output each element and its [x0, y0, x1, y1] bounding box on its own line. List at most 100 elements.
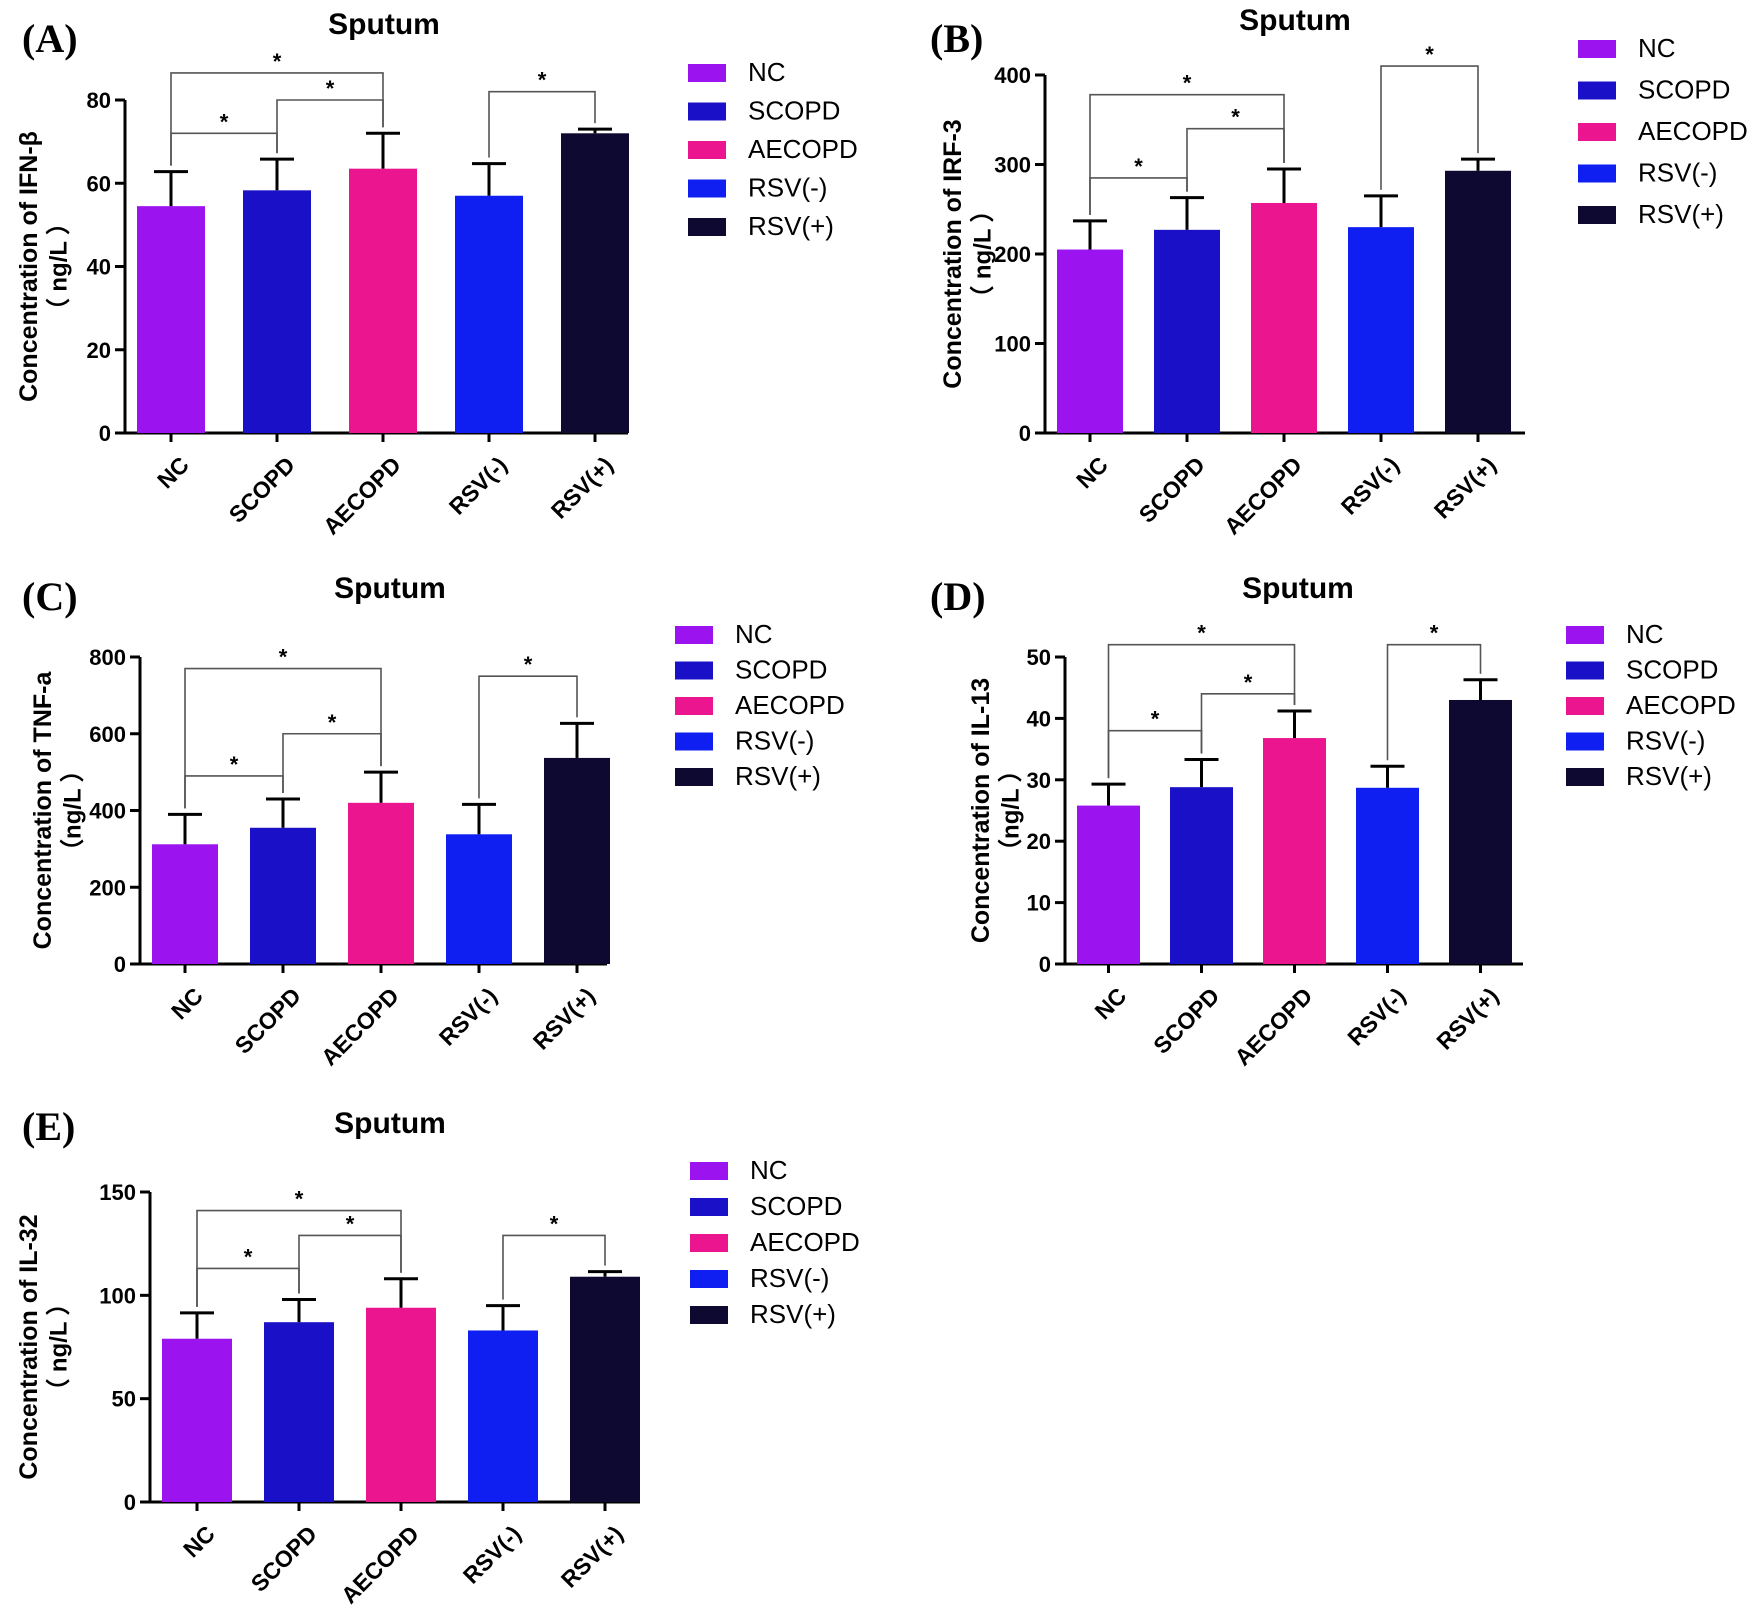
x-category-label: SCOPD — [1134, 452, 1210, 528]
y-axis-label: Concentration of IRF-3 — [939, 119, 967, 388]
x-category-label: NC — [166, 983, 208, 1025]
bar-rsv — [1348, 227, 1414, 433]
legend-label: NC — [748, 57, 786, 87]
legend-label: AECOPD — [748, 134, 858, 164]
bar-rsv — [570, 1276, 640, 1502]
legend-label: RSV(+) — [750, 1299, 836, 1329]
x-category-label: SCOPD — [1148, 983, 1224, 1059]
y-axis-unit: （ng/L ） — [59, 758, 86, 863]
x-category-label: RSV(+) — [1429, 452, 1501, 524]
bar-rsv — [1445, 170, 1511, 433]
y-axis-label: Concentration of TNF-a — [29, 671, 57, 950]
bar-aecopd — [348, 802, 414, 964]
x-category-label: AECOPD — [318, 452, 406, 540]
legend-label: AECOPD — [735, 690, 845, 720]
y-tick-label: 40 — [87, 255, 111, 280]
y-tick-label: 100 — [99, 1283, 136, 1308]
legend-label: SCOPD — [1638, 75, 1730, 105]
bar-nc — [137, 206, 205, 433]
bar-rsv — [1449, 699, 1512, 964]
significance-star: * — [1183, 71, 1192, 96]
bar-rsv — [1356, 787, 1419, 964]
significance-bracket — [1380, 65, 1479, 190]
x-category-label: NC — [1090, 983, 1132, 1025]
panel-letter: (E) — [22, 1104, 75, 1149]
significance-star: * — [1134, 154, 1143, 179]
significance-star: * — [524, 652, 533, 677]
significance-bracket — [1107, 643, 1296, 779]
x-category-label: AECOPD — [336, 1521, 424, 1609]
significance-bracket — [196, 1209, 402, 1307]
significance-bracket — [170, 132, 278, 166]
legend-swatch — [690, 1198, 728, 1216]
y-tick-label: 50 — [1027, 645, 1051, 670]
legend-swatch — [688, 218, 726, 236]
legend-swatch — [1578, 40, 1616, 58]
bar-rsv — [455, 195, 523, 433]
chart-panel-1: (A) Sputum 0 20 40 60 80 Concentration of IFN-β… — [15, 8, 858, 540]
x-category-label: SCOPD — [230, 983, 306, 1059]
legend-swatch — [690, 1306, 728, 1324]
y-tick-label: 60 — [87, 171, 111, 196]
x-category-label: RSV(-) — [1336, 452, 1404, 520]
legend-swatch — [675, 768, 713, 786]
legend-swatch — [675, 697, 713, 715]
significance-star: * — [1231, 105, 1240, 130]
legend-label: RSV(+) — [1626, 761, 1712, 791]
x-category-label: RSV(+) — [1431, 983, 1503, 1055]
bar-rsv — [468, 1330, 538, 1502]
y-tick-label: 0 — [1039, 952, 1051, 977]
bar-nc — [1077, 805, 1140, 964]
bar-aecopd — [349, 168, 417, 433]
bar-nc — [1057, 249, 1123, 433]
legend-swatch — [1566, 626, 1604, 644]
y-tick-label: 100 — [994, 332, 1031, 357]
legend-swatch — [1578, 206, 1616, 224]
y-axis-unit: （ ng/L ） — [45, 211, 72, 323]
bar-scopd — [250, 827, 316, 964]
y-tick-label: 0 — [124, 1490, 136, 1515]
chart-panel-3: (C) Sputum 0 200 400 600 800 Concentration of T… — [22, 572, 845, 1071]
significance-star: * — [1151, 707, 1160, 732]
legend-swatch — [690, 1270, 728, 1288]
x-category-label: AECOPD — [1219, 452, 1307, 540]
significance-star: * — [550, 1211, 559, 1236]
significance-star: * — [273, 49, 282, 74]
bar-scopd — [1154, 229, 1220, 433]
y-tick-label: 50 — [112, 1387, 136, 1412]
y-tick-label: 150 — [99, 1180, 136, 1205]
significance-bracket — [184, 775, 284, 809]
significance-star: * — [1430, 621, 1439, 646]
y-axis-label: Concentration of IL-13 — [967, 678, 995, 943]
legend-label: NC — [750, 1155, 788, 1185]
legend-label: RSV(-) — [748, 173, 827, 203]
significance-star: * — [1425, 42, 1434, 67]
y-tick-label: 20 — [1027, 829, 1051, 854]
legend-swatch — [688, 179, 726, 198]
legend-swatch — [675, 732, 713, 751]
y-tick-label: 30 — [1027, 768, 1051, 793]
chart-title: Sputum — [1242, 572, 1354, 605]
x-category-label: SCOPD — [246, 1521, 322, 1597]
bar-aecopd — [1251, 202, 1317, 433]
legend-label: SCOPD — [748, 96, 840, 126]
legend-swatch — [675, 661, 713, 680]
x-category-label: RSV(+) — [546, 452, 618, 524]
x-category-label: RSV(-) — [1342, 983, 1410, 1051]
bar-nc — [152, 844, 218, 964]
significance-star: * — [538, 68, 547, 93]
chart-panel-4: (D) Sputum 0 10 20 30 40 50 Concentration of IL-… — [930, 572, 1736, 1071]
legend-label: NC — [1638, 33, 1676, 63]
legend-swatch — [1578, 81, 1616, 100]
significance-bracket — [1107, 729, 1203, 779]
legend-swatch — [688, 141, 726, 159]
significance-star: * — [244, 1244, 253, 1269]
panel-letter: (A) — [22, 16, 78, 61]
legend-label: AECOPD — [1638, 116, 1748, 146]
bar-scopd — [243, 190, 311, 433]
chart-panel-5: (E) Sputum 0 50 100 150 Concentration of IL-32… — [15, 1104, 860, 1609]
y-tick-label: 400 — [994, 63, 1031, 88]
y-tick-label: 600 — [89, 722, 126, 747]
significance-bracket — [1186, 127, 1285, 192]
